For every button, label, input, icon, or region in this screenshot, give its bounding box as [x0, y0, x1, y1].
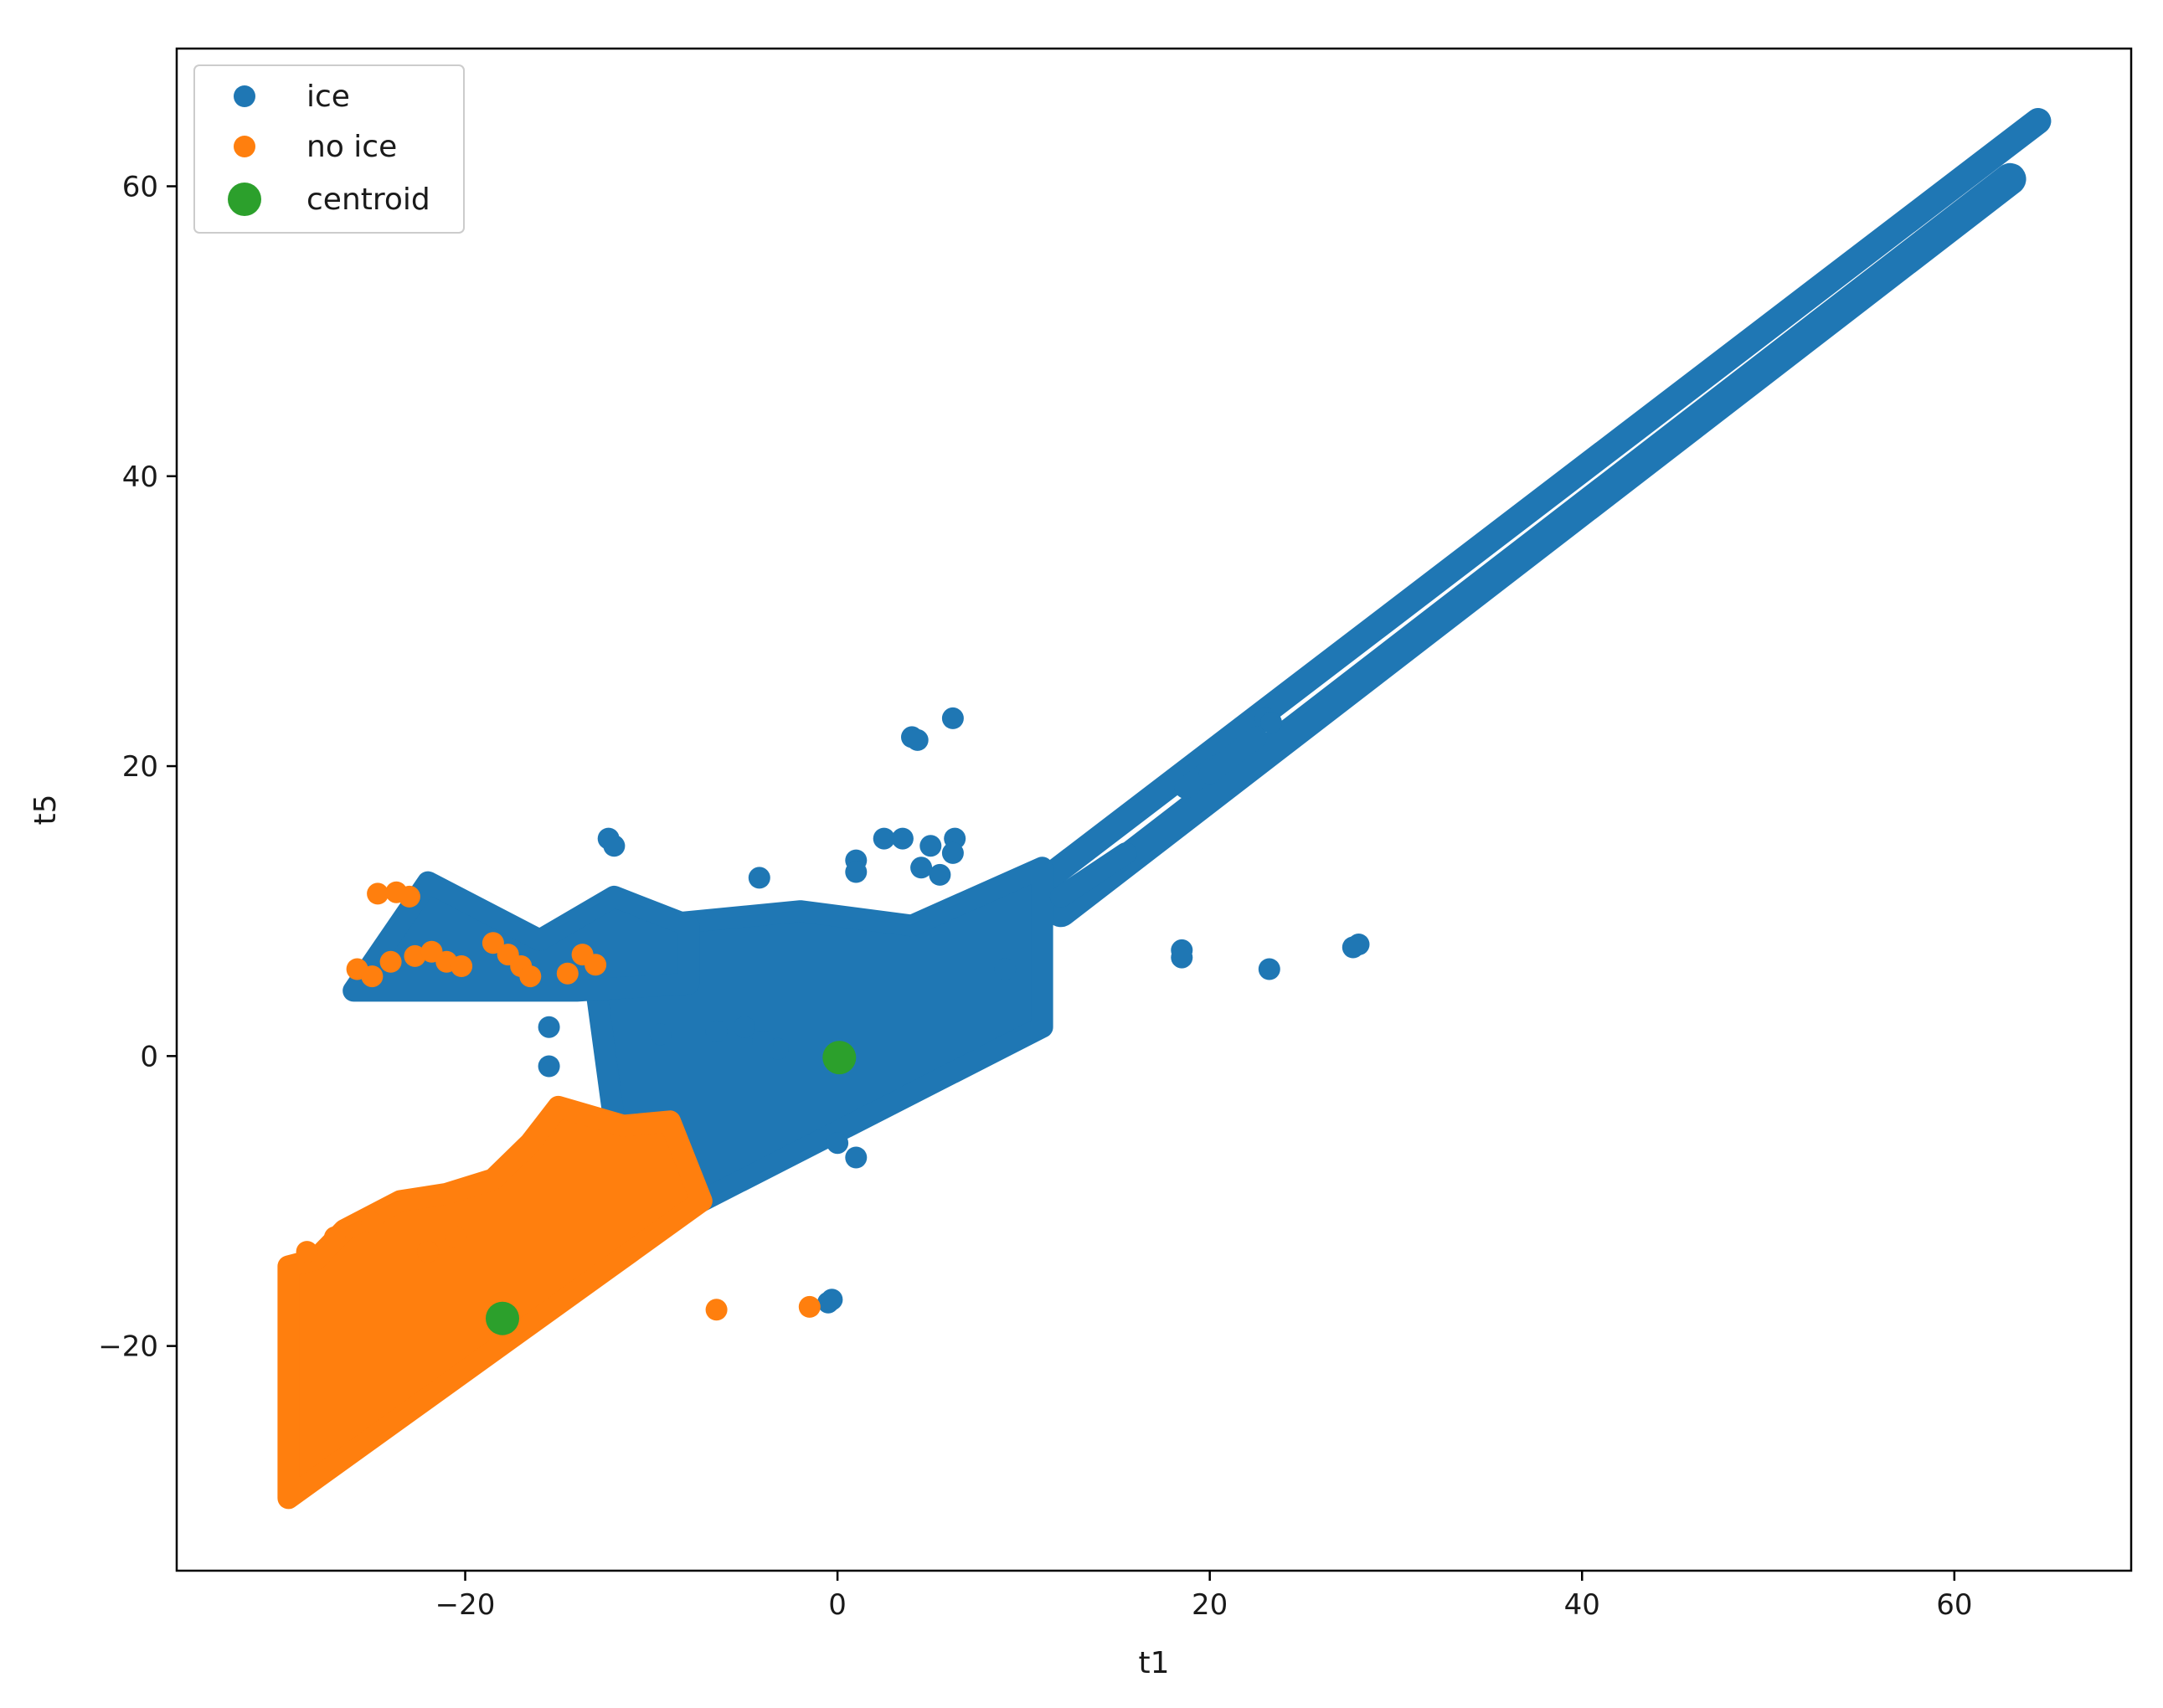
legend-marker-no-ice [234, 136, 255, 157]
point-no-ice-21 [296, 1241, 318, 1263]
x-axis-label: t1 [1138, 1646, 1169, 1680]
data-layer [277, 107, 2052, 1510]
point-ice-14 [941, 841, 964, 864]
x-tick-label: 0 [828, 1588, 847, 1622]
x-tick-label: 20 [1192, 1588, 1228, 1622]
point-no-ice-20 [445, 1226, 467, 1248]
point-band-ice-1 [1044, 162, 2027, 928]
x-tick-label: 40 [1564, 1588, 1600, 1622]
point-ice-33 [994, 958, 1017, 980]
series-no-ice [277, 881, 821, 1510]
point-no-ice-22 [323, 1226, 346, 1248]
point-ice-17 [538, 1016, 560, 1038]
point-band-ice-6 [1198, 726, 1268, 785]
point-no-ice-13 [519, 965, 542, 988]
x-axis: −20 0 20 40 60 [435, 1571, 1972, 1622]
y-axis: −20 0 20 40 60 [98, 170, 177, 1364]
point-ice-6 [603, 835, 626, 857]
point-no-ice-6 [404, 944, 426, 967]
legend-label-no-ice: no ice [306, 130, 397, 164]
legend-label-centroid: centroid [306, 183, 430, 217]
point-no-ice-5 [379, 950, 402, 973]
point-no-ice-9 [451, 955, 473, 977]
point-ice-25 [1171, 946, 1193, 969]
point-no-ice-17 [705, 1299, 728, 1321]
point-no-ice-18 [798, 1295, 821, 1318]
y-tick-label: 40 [122, 460, 158, 494]
point-ice-32 [821, 1289, 843, 1311]
point-band-ice-4 [1049, 841, 1137, 908]
point-ice-12 [919, 835, 942, 857]
legend-marker-ice [234, 85, 255, 107]
y-tick-label: 20 [122, 750, 158, 784]
point-ice-11 [891, 827, 914, 850]
point-centroid-1 [486, 1301, 519, 1335]
point-ice-8 [845, 861, 868, 883]
series-ice [342, 107, 2052, 1314]
legend-box [193, 64, 465, 234]
point-centroid-0 [822, 1041, 857, 1075]
point-ice-16 [929, 863, 951, 886]
point-ice-18 [538, 1055, 560, 1078]
point-no-ice-2 [398, 885, 420, 908]
point-ice-26 [1258, 958, 1280, 980]
plot-frame [175, 47, 2133, 1572]
y-tick-label: −20 [98, 1330, 158, 1364]
legend: ice no ice centroid [193, 64, 465, 234]
point-ice-30 [845, 1146, 868, 1169]
point-no-ice-15 [585, 954, 607, 976]
point-ice-2 [941, 707, 964, 729]
y-axis-label: t5 [28, 794, 63, 825]
point-cloud-ice-2 [585, 857, 1053, 1212]
point-no-ice-10 [482, 932, 504, 954]
point-no-ice-4 [361, 965, 384, 988]
point-cloud-no-ice-0 [277, 1095, 713, 1510]
y-tick-label: 0 [140, 1040, 158, 1073]
point-ice-21 [734, 1016, 755, 1038]
point-ice-23 [752, 1031, 775, 1052]
point-ice-9 [748, 867, 770, 889]
legend-marker-centroid [228, 183, 261, 216]
series-centroid [486, 1041, 857, 1335]
point-ice-1 [906, 728, 929, 751]
point-ice-20 [705, 1020, 728, 1042]
point-band-ice-0 [1029, 107, 2052, 896]
point-no-ice-19 [417, 1241, 440, 1263]
x-tick-label: 60 [1936, 1588, 1972, 1622]
point-no-ice-0 [367, 882, 389, 905]
point-ice-28 [1347, 934, 1370, 955]
point-ice-19 [649, 1023, 672, 1046]
x-tick-label: −20 [435, 1588, 496, 1622]
point-ice-29 [827, 1132, 849, 1155]
point-ice-15 [910, 857, 933, 879]
point-ice-10 [873, 827, 895, 850]
legend-label-ice: ice [306, 80, 350, 114]
point-ice-4 [1260, 712, 1282, 734]
y-tick-label: 60 [122, 170, 158, 203]
point-no-ice-16 [556, 962, 579, 985]
point-no-ice-23 [361, 1212, 384, 1234]
